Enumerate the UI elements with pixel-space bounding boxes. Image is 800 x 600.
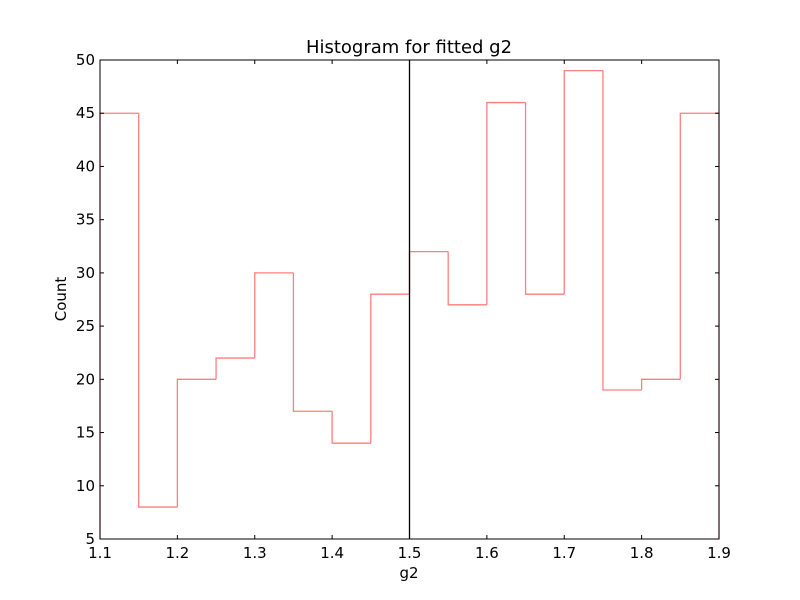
x-tick-label: 1.9 [707, 544, 731, 562]
histogram-bin-2 [138, 113, 178, 508]
x-tick-label: 1.1 [88, 544, 112, 562]
chart-title: Histogram for fitted g2 [306, 37, 512, 58]
histogram-bin-13 [563, 69, 603, 295]
y-tick-label: 10 [76, 477, 95, 495]
axes-frame [99, 59, 720, 540]
y-tick-label: 30 [76, 264, 95, 282]
histogram-bin-16 [679, 112, 720, 539]
histogram-bin-9 [408, 250, 449, 295]
histogram-bin-7 [331, 411, 371, 444]
x-tick-label: 1.7 [552, 544, 576, 562]
histogram-bin-1 [99, 112, 139, 539]
y-tick-label: 20 [76, 370, 95, 388]
y-tick-label: 35 [76, 211, 95, 229]
x-axis-label: g2 [399, 564, 418, 582]
histogram-bin-5 [254, 272, 294, 359]
y-tick-label: 40 [76, 157, 95, 175]
y-tick-label: 15 [76, 424, 95, 442]
y-tick-label: 25 [76, 317, 95, 335]
histogram-bin-14 [602, 70, 642, 391]
histogram-bin-15 [640, 378, 681, 390]
x-tick-label: 1.2 [165, 544, 189, 562]
y-tick-label: 45 [76, 104, 95, 122]
x-tick-label: 1.5 [398, 544, 422, 562]
plot-area [99, 60, 720, 539]
axis-ticks: 1.1 1.2 1.3 1.4 1.5 1.6 1.7 1.8 1.9 5 10 15 20 25 30 35… [76, 51, 731, 562]
histogram-bin-3 [176, 378, 217, 508]
x-tick-label: 1.6 [475, 544, 499, 562]
x-tick-label: 1.3 [243, 544, 267, 562]
histogram-bin-8 [370, 293, 410, 444]
y-tick-label: 5 [85, 530, 95, 548]
x-tick-label: 1.8 [630, 544, 654, 562]
y-tick-label: 50 [76, 51, 95, 69]
histogram-bin-6 [292, 272, 333, 412]
histogram-bin-10 [447, 251, 487, 306]
histogram-bin-4 [215, 357, 255, 380]
histogram-bin-11 [486, 101, 526, 305]
y-axis-label: Count [52, 277, 70, 322]
histogram-bin-12 [524, 102, 565, 295]
x-tick-label: 1.4 [320, 544, 344, 562]
